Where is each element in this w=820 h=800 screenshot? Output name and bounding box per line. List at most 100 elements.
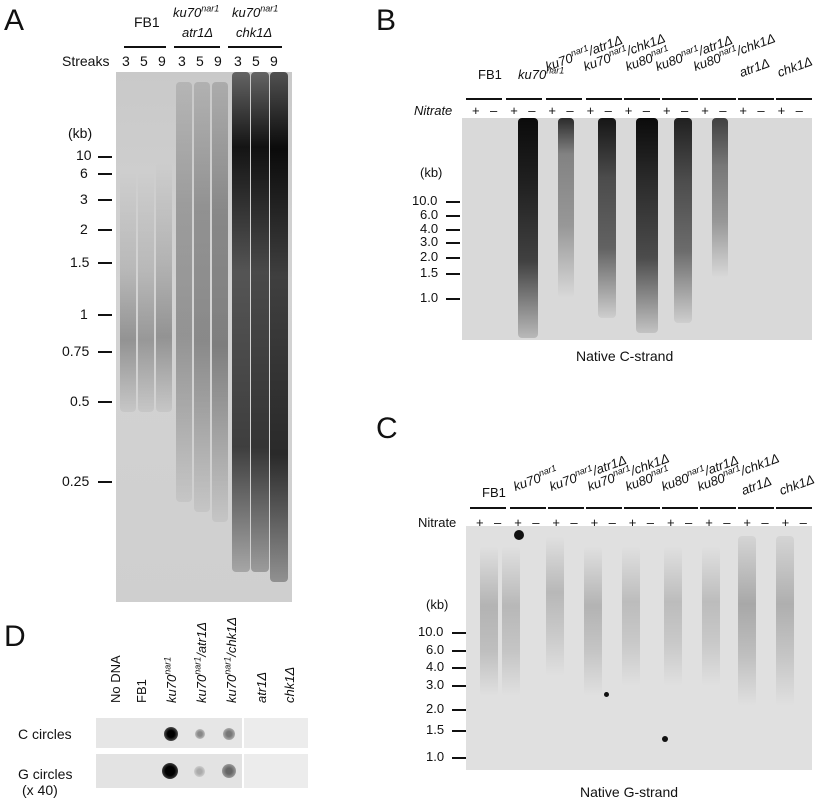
panel-b-nitrate-minus: –: [757, 103, 765, 118]
panel-a-size-label: 2: [80, 221, 88, 237]
panel-a-size-tick: [98, 262, 112, 264]
panel-b-nitrate-minus: –: [566, 103, 574, 118]
panel-c-strain-bar: [776, 507, 812, 509]
panel-c-nitrate-minus: –: [494, 515, 502, 530]
panel-a-letter: A: [4, 4, 25, 37]
panel-c-nitrate-plus: +: [781, 515, 790, 530]
panel-b-lane: [518, 118, 538, 338]
panel-c-nitrate-minus: –: [570, 515, 578, 530]
panel-c-speck: [604, 692, 609, 697]
panel-b-size-tick: [446, 273, 460, 275]
panel-a-size-tick: [98, 351, 112, 353]
panel-b-size-label: 10.0: [412, 193, 438, 208]
panel-c-lane: [738, 536, 756, 706]
panel-b-nitrate-minus: –: [795, 103, 803, 118]
panel-b-size-tick: [446, 298, 460, 300]
panel-c-nitrate-plus: +: [667, 515, 675, 530]
panel-a-strain-ku70-1: ku70nar1: [173, 3, 220, 20]
panel-b-nitrate-plus: +: [777, 103, 786, 118]
panel-c-size-tick: [452, 730, 466, 732]
panel-c-lane: [622, 546, 640, 686]
panel-c-size-label: 1.0: [426, 749, 445, 764]
panel-d-letter: D: [4, 620, 26, 653]
panel-c-nitrate-plus: +: [552, 515, 560, 530]
panel-d-row-label: G circles: [18, 766, 73, 782]
panel-c-size-label: 4.0: [426, 659, 445, 674]
panel-a-strain-bar-2: [174, 46, 220, 48]
panel-d-dot-g-ku70-atr1: [194, 766, 205, 777]
panel-a-size-label: 0.5: [70, 393, 90, 409]
panel-c-lane: [546, 536, 564, 676]
panel-c-nitrate-plus: +: [743, 515, 751, 530]
panel-a-strain-ku70-2: ku70nar1: [232, 3, 279, 20]
panel-a-lane: [176, 82, 192, 502]
panel-c-size-tick: [452, 667, 466, 669]
panel-c-lane: [776, 536, 794, 706]
panel-a-strain-atr1: atr1Δ: [182, 25, 214, 40]
panel-b-strain-bar: [506, 98, 542, 100]
panel-b-size-tick: [446, 201, 460, 203]
panel-c-letter: C: [376, 412, 398, 445]
panel-c-lane: [480, 546, 498, 696]
panel-b-lane: [712, 118, 728, 278]
panel-a-size-tick: [98, 314, 112, 316]
panel-c-strain-bar: [662, 507, 698, 509]
panel-a-size-tick: [98, 481, 112, 483]
panel-c-gel: [466, 526, 812, 770]
panel-c-nitrate-minus: –: [532, 515, 540, 530]
panel-a-streak: 5: [140, 53, 148, 69]
panel-c-size-label: 3.0: [426, 677, 445, 692]
panel-c-nitrate-minus: –: [646, 515, 655, 530]
panel-c-strain-bar: [624, 507, 660, 509]
panel-b-size-label: 4.0: [420, 221, 439, 236]
panel-b-strain-bar: [776, 98, 812, 100]
panel-b-size-label: 1.0: [420, 290, 439, 305]
panel-d-dot-g-ku70-chk1: [222, 764, 236, 778]
panel-a-size-tick: [98, 173, 112, 175]
panel-b-size-tick: [446, 257, 460, 259]
panel-b-size-label: 6.0: [420, 207, 439, 222]
panel-b-gel: [462, 118, 812, 340]
panel-c-speck: [662, 736, 668, 742]
panel-c-lane: [584, 546, 602, 696]
panel-a-streak: 9: [158, 53, 166, 69]
panel-b-nitrate-plus: +: [472, 103, 480, 118]
panel-d-dot-c-ku70-chk1: [223, 728, 235, 740]
panel-b-size-tick: [446, 215, 460, 217]
panel-d-dot-g-ku70: [162, 763, 178, 779]
panel-c-nitrate-plus: +: [514, 515, 522, 530]
panel-a-lane: [156, 162, 172, 412]
panel-b-letter: B: [376, 4, 397, 37]
panel-c-strain-bar: [700, 507, 736, 509]
panel-c-strain-bar: [470, 507, 506, 509]
panel-a-size-label: 0.75: [62, 343, 90, 359]
panel-b-nitrate-minus: –: [719, 103, 727, 118]
panel-a-size-tick: [98, 156, 112, 158]
panel-d-column-label: atr1Δ: [254, 671, 269, 703]
panel-a-size-label: 1: [80, 306, 88, 322]
panel-b-nitrate-minus: –: [604, 103, 612, 118]
panel-a-streak: 9: [214, 53, 222, 69]
panel-c-strain-bar: [510, 507, 546, 509]
panel-d-column-label: ku70nar1: [162, 656, 179, 703]
panel-b-strain: chk1Δ: [775, 53, 815, 80]
panel-d-row-note: (x 40): [22, 782, 58, 798]
panel-d-column-label: ku70nar1/chk1Δ: [222, 616, 239, 703]
panel-b-size-tick: [446, 229, 460, 231]
panel-a-kb-label: (kb): [68, 125, 93, 141]
panel-c-nitrate-plus: +: [590, 515, 599, 530]
panel-b-kb-label: (kb): [420, 165, 443, 180]
panel-c-size-label: 1.5: [426, 722, 445, 737]
panel-d-c-blot-right: [244, 718, 308, 748]
panel-d-column-label: chk1Δ: [282, 666, 297, 703]
panel-d-g-blot-right: [244, 754, 308, 788]
panel-c-size-tick: [452, 685, 466, 687]
panel-a-lane: [194, 82, 210, 512]
panel-d-dot-c-ku70: [164, 727, 178, 741]
panel-b-lane: [598, 118, 616, 318]
panel-a-size-label: 3: [80, 191, 88, 207]
panel-b-caption: Native C-strand: [576, 348, 674, 364]
panel-a-size-tick: [98, 229, 112, 231]
panel-b-nitrate-plus: +: [663, 103, 671, 118]
panel-c-nitrate-plus: +: [705, 515, 713, 530]
